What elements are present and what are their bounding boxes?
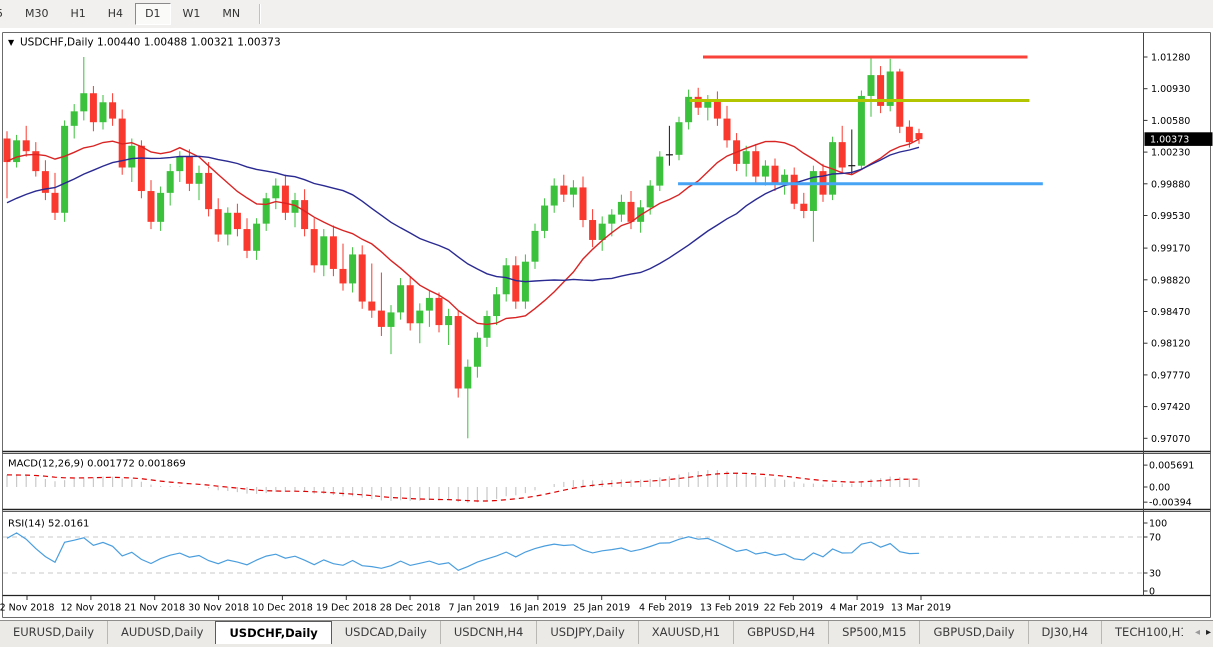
- indicator-axis-labels: 0.005691 0.00 -0.00394 100 70 30 0: [1143, 461, 1194, 598]
- svg-text:30: 30: [1149, 569, 1161, 580]
- timeframe-button-mn[interactable]: MN: [222, 7, 241, 20]
- timeframe-button-5[interactable]: 5: [0, 3, 13, 25]
- chart-tab-tech100-h1[interactable]: TECH100,H1: [1101, 621, 1183, 644]
- time-axis-labels: 2 Nov 2018 12 Nov 2018 21 Nov 2018 30 Nov 2…: [0, 596, 951, 614]
- svg-text:1.00580: 1.00580: [1151, 116, 1190, 127]
- svg-text:28 Dec 2018: 28 Dec 2018: [380, 603, 441, 614]
- svg-text:0.00: 0.00: [1149, 483, 1170, 494]
- svg-text:0.99530: 0.99530: [1151, 211, 1190, 222]
- timeframe-toolbar: 5 M30 H1 H4 D1 W1 MN: [0, 0, 1213, 29]
- chart-tab-usdjpy-daily[interactable]: USDJPY,Daily: [536, 621, 637, 644]
- chart-tab-eurusd-daily[interactable]: EURUSD,Daily: [13, 625, 94, 639]
- rsi-line: [6, 532, 920, 571]
- svg-text:22 Feb 2019: 22 Feb 2019: [764, 603, 823, 614]
- svg-text:1.00930: 1.00930: [1151, 84, 1190, 95]
- macd-label: MACD(12,26,9) 0.001772 0.001869: [8, 459, 186, 470]
- timeframe-button-m30[interactable]: M30: [25, 7, 49, 20]
- svg-text:0.97770: 0.97770: [1151, 370, 1190, 381]
- svg-text:USDCHF,Daily 1.00440 1.00488: USDCHF,Daily 1.00440 1.00488 1.00321 1.0…: [20, 37, 281, 49]
- current-price-badge: 1.00373: [1144, 132, 1213, 146]
- chart-background: [0, 28, 1213, 620]
- chart-tab-gbpusd-daily[interactable]: GBPUSD,Daily: [919, 621, 1027, 644]
- price-axis-labels: 1.01280 1.00930 1.00580 1.00230 0.99880 0.995…: [1143, 53, 1190, 445]
- macd-histogram: [6, 470, 920, 503]
- ma-fast-line: [6, 138, 920, 326]
- toolbar-separator: [259, 4, 261, 24]
- chart-tab-sp500-m15[interactable]: SP500,M15: [828, 621, 919, 644]
- svg-text:12 Nov 2018: 12 Nov 2018: [60, 603, 121, 614]
- svg-text:16 Jan 2019: 16 Jan 2019: [509, 603, 566, 614]
- svg-text:0.005691: 0.005691: [1149, 461, 1194, 472]
- svg-text:70: 70: [1149, 533, 1161, 544]
- svg-text:0: 0: [1149, 587, 1155, 598]
- timeframe-button-d1[interactable]: D1: [135, 3, 171, 25]
- svg-text:0.98470: 0.98470: [1151, 307, 1190, 318]
- symbol-tab-bar: EURUSD,Daily AUDUSD,Daily USDCHF,Daily USDC…: [0, 620, 1213, 647]
- chart-tab-usdcnh-h4[interactable]: USDCNH,H4: [439, 621, 536, 644]
- timeframe-button-h1[interactable]: H1: [70, 7, 86, 20]
- svg-text:13 Feb 2019: 13 Feb 2019: [700, 603, 759, 614]
- svg-text:2 Nov 2018: 2 Nov 2018: [0, 603, 54, 614]
- svg-text:1.01280: 1.01280: [1151, 53, 1190, 64]
- svg-text:4 Feb 2019: 4 Feb 2019: [639, 603, 692, 614]
- svg-text:1.00373: 1.00373: [1150, 135, 1189, 146]
- chart-tab-gbpusd-h4[interactable]: GBPUSD,H4: [733, 621, 828, 644]
- svg-text:1.00230: 1.00230: [1151, 148, 1190, 159]
- svg-text:▼: ▼: [8, 38, 15, 47]
- svg-text:21 Nov 2018: 21 Nov 2018: [124, 603, 185, 614]
- rsi-label: RSI(14) 52.0161: [8, 519, 89, 530]
- price-chart[interactable]: 1.01280 1.00930 1.00580 1.00230 0.99880 0.995…: [0, 28, 1213, 620]
- chart-tab-xauusd-h1[interactable]: XAUUSD,H1: [637, 621, 733, 644]
- chart-tab-usdcad-daily[interactable]: USDCAD,Daily: [344, 625, 427, 639]
- chart-tab-dj30-h4[interactable]: DJ30,H4: [1027, 621, 1102, 644]
- svg-text:0.97420: 0.97420: [1151, 402, 1190, 413]
- chart-window: 1.01280 1.00930 1.00580 1.00230 0.99880 0.995…: [0, 28, 1213, 620]
- svg-text:0.98120: 0.98120: [1151, 339, 1190, 350]
- svg-text:4 Mar 2019: 4 Mar 2019: [830, 603, 884, 614]
- svg-text:-0.00394: -0.00394: [1149, 498, 1192, 509]
- svg-text:0.98820: 0.98820: [1151, 275, 1190, 286]
- timeframe-button-w1[interactable]: W1: [182, 7, 201, 20]
- svg-text:30 Nov 2018: 30 Nov 2018: [188, 603, 249, 614]
- svg-text:25 Jan 2019: 25 Jan 2019: [573, 603, 630, 614]
- timeframe-button-h4[interactable]: H4: [107, 7, 124, 20]
- tab-scroll-left-icon[interactable]: ◂: [1194, 627, 1200, 638]
- svg-text:0.99170: 0.99170: [1151, 244, 1190, 255]
- svg-text:0.99880: 0.99880: [1151, 179, 1190, 190]
- svg-text:100: 100: [1149, 519, 1167, 530]
- chart-tab-audusd-daily[interactable]: AUDUSD,Daily: [107, 621, 216, 644]
- svg-text:7 Jan 2019: 7 Jan 2019: [449, 603, 500, 614]
- tab-scroll-right-icon[interactable]: ▸: [1205, 627, 1211, 638]
- svg-text:19 Dec 2018: 19 Dec 2018: [316, 603, 377, 614]
- ma-slow-line: [6, 146, 920, 283]
- svg-text:0.97070: 0.97070: [1151, 434, 1190, 445]
- svg-text:10 Dec 2018: 10 Dec 2018: [252, 603, 313, 614]
- svg-text:13 Mar 2019: 13 Mar 2019: [891, 603, 951, 614]
- chart-tab-usdchf-daily[interactable]: USDCHF,Daily: [215, 621, 332, 644]
- chart-title: ▼ USDCHF,Daily 1.00440 1.00488 1.00321 1…: [8, 37, 281, 49]
